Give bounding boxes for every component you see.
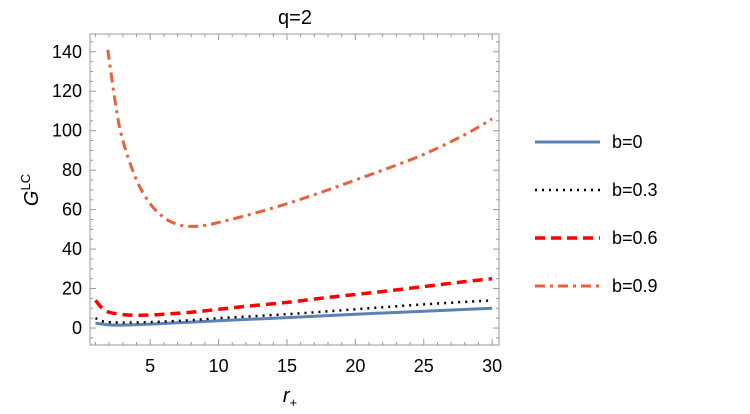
x-tick-label: 15: [277, 356, 297, 376]
legend-label: b=0.3: [612, 180, 658, 200]
y-tick-label: 80: [62, 160, 82, 180]
series-line-b=0.6: [94, 276, 493, 317]
legend-label: b=0.6: [612, 228, 658, 248]
legend-label: b=0: [612, 132, 643, 152]
y-tick-label: 60: [62, 200, 82, 220]
y-tick-label: 0: [72, 318, 82, 338]
y-tick-label: 140: [52, 42, 82, 62]
chart-title: q=2: [278, 7, 312, 29]
y-axis-label: GLC: [18, 174, 43, 206]
plot-frame: [89, 33, 500, 346]
series-line-b=0.9: [106, 49, 493, 228]
series-line-b=0: [95, 306, 493, 327]
legend: b=0 b=0.3 b=0.6 b=0.9: [535, 132, 658, 296]
x-tick-label: 10: [209, 356, 229, 376]
x-tick-label: 30: [482, 356, 502, 376]
y-tick-label: 100: [52, 121, 82, 141]
y-tick-label: 20: [62, 279, 82, 299]
axis-ticks: 5 10 15 20 25 30 0 20 40 60 80 100 120 140: [52, 34, 502, 376]
series-lines: [94, 49, 493, 327]
legend-label: b=0.9: [612, 276, 658, 296]
series-line-b=0.3: [94, 299, 493, 324]
y-tick-label: 40: [62, 239, 82, 259]
x-tick-label: 5: [145, 356, 155, 376]
x-tick-label: 20: [345, 356, 365, 376]
x-tick-label: 25: [414, 356, 434, 376]
x-axis-label: r+: [283, 385, 297, 410]
y-tick-label: 120: [52, 81, 82, 101]
